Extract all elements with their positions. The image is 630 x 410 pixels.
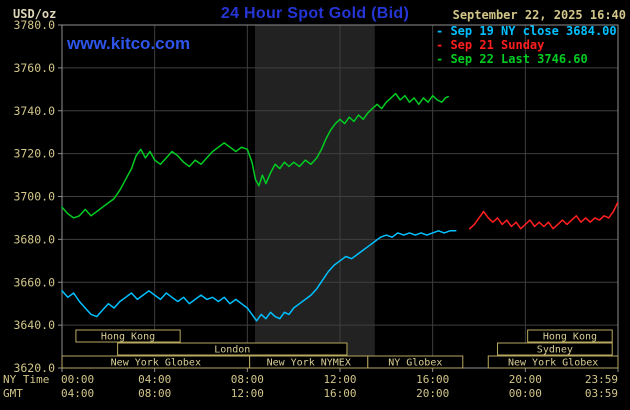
x-axis-label: 20:00 bbox=[509, 373, 542, 386]
y-axis-label: 3780.0 bbox=[13, 18, 55, 32]
chart-title: 24 Hour Spot Gold (Bid) bbox=[220, 5, 410, 22]
y-axis-label: 3640.0 bbox=[13, 318, 55, 332]
session-label: NY Globex bbox=[388, 358, 442, 369]
x-axis-label: 16:00 bbox=[416, 373, 449, 386]
session-box bbox=[75, 329, 181, 343]
x-axis-label: 12:00 bbox=[323, 373, 356, 386]
session-box bbox=[367, 355, 464, 369]
legend-bullet: - bbox=[436, 24, 451, 38]
x-axis-label: 12:00 bbox=[231, 387, 264, 400]
x-axis-label: 00:00 bbox=[509, 387, 542, 400]
legend-item: - Sep 22 Last 3746.60 bbox=[436, 52, 617, 66]
x-axis-label: 04:00 bbox=[61, 387, 94, 400]
price-series-sep19 bbox=[61, 230, 457, 322]
session-label: New York NYMEX bbox=[267, 358, 351, 369]
x-axis-label: 23:59 bbox=[585, 373, 618, 386]
legend-label: Sep 19 NY close 3684.00 bbox=[450, 24, 617, 38]
x-axis-label: 04:00 bbox=[138, 373, 171, 386]
x-axis-label: 08:00 bbox=[231, 373, 264, 386]
x-axis-label: 08:00 bbox=[138, 387, 171, 400]
legend: - Sep 19 NY close 3684.00- Sep 21 Sunday… bbox=[436, 24, 617, 66]
y-axis-label: 3720.0 bbox=[13, 147, 55, 161]
x-axis-label: 00:00 bbox=[61, 373, 94, 386]
price-series-sep22 bbox=[61, 92, 449, 219]
y-axis-label: 3700.0 bbox=[13, 190, 55, 204]
y-axis-label: 3620.0 bbox=[13, 361, 55, 375]
y-axis-label: 3680.0 bbox=[13, 232, 55, 246]
session-box bbox=[487, 355, 619, 369]
legend-bullet: - bbox=[436, 52, 451, 66]
session-label: New York Globex bbox=[508, 358, 598, 369]
session-box bbox=[527, 329, 613, 343]
legend-item: - Sep 21 Sunday bbox=[436, 38, 617, 52]
session-box bbox=[117, 342, 348, 356]
session-label: Hong Kong bbox=[101, 332, 155, 343]
y-axis-label: 3660.0 bbox=[13, 275, 55, 289]
price-series-sep21 bbox=[468, 202, 619, 230]
legend-label: Sep 22 Last 3746.60 bbox=[450, 52, 588, 66]
legend-label: Sep 21 Sunday bbox=[450, 38, 545, 52]
x-axis-label: 16:00 bbox=[323, 387, 356, 400]
datetime-label: September 22, 2025 16:40 bbox=[452, 8, 626, 22]
session-label: Hong Kong bbox=[543, 332, 597, 343]
legend-bullet: - bbox=[436, 38, 451, 52]
legend-item: - Sep 19 NY close 3684.00 bbox=[436, 24, 617, 38]
x-axis-row-header: GMT bbox=[3, 387, 23, 400]
kitco-watermark: www.kitco.com bbox=[67, 34, 191, 53]
y-axis-label: 3760.0 bbox=[13, 61, 55, 75]
unit-label: USD/oz bbox=[13, 7, 57, 21]
session-label: New York Globex bbox=[111, 358, 201, 369]
session-label: Sydney bbox=[537, 345, 573, 356]
y-axis-label: 3740.0 bbox=[13, 104, 55, 118]
session-label: London bbox=[214, 345, 250, 356]
x-axis-label: 03:59 bbox=[585, 387, 618, 400]
session-box bbox=[497, 342, 613, 356]
x-axis-row-header: NY Time bbox=[3, 373, 49, 386]
x-axis-label: 20:00 bbox=[416, 387, 449, 400]
